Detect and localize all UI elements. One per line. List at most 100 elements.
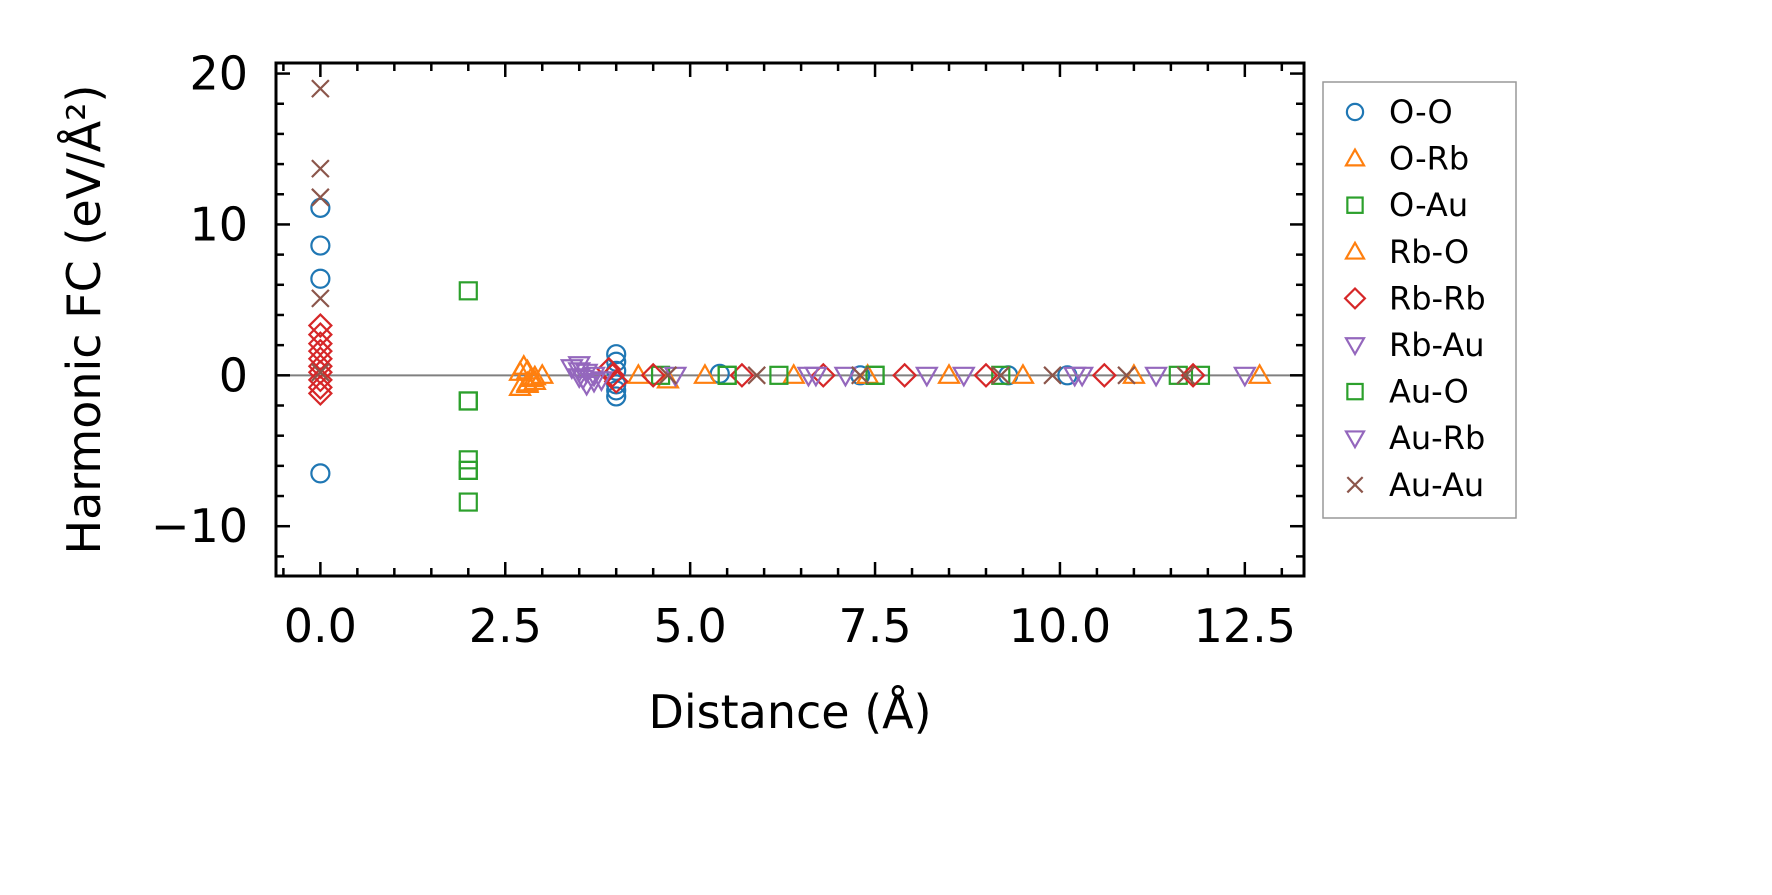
- data-point: [311, 363, 330, 382]
- data-point: [310, 235, 331, 256]
- data-point: [307, 312, 333, 339]
- data-point: [850, 366, 870, 385]
- data-point: [589, 371, 614, 393]
- data-point: [307, 367, 333, 393]
- legend-item: Rb-Rb: [1343, 279, 1486, 317]
- data-point: [803, 366, 828, 388]
- legend-label: Rb-Rb: [1389, 279, 1486, 317]
- data-point: [310, 268, 331, 289]
- legend-marker: [1345, 102, 1365, 122]
- legend-label: Au-Rb: [1389, 419, 1485, 457]
- data-point: [1043, 366, 1062, 385]
- data-point: [626, 363, 651, 384]
- tick-labels: 0.0 2.5 5.0 7.5 10.0 12.5 −10 0 10 20: [151, 47, 1296, 653]
- legend-marker: [1346, 476, 1364, 494]
- data-point: [307, 346, 333, 372]
- series-au-o: [458, 365, 885, 480]
- data-point: [567, 356, 592, 377]
- legend-item: Rb-O: [1344, 233, 1469, 271]
- data-point: [747, 366, 766, 385]
- series-rb-o: [508, 360, 555, 392]
- data-point: [1144, 366, 1168, 388]
- legend-marker: [1343, 286, 1367, 310]
- x-axis-label: Distance (Å): [648, 685, 931, 739]
- x-tick-label: 10.0: [1009, 599, 1111, 653]
- x-tick-label: 5.0: [654, 599, 727, 653]
- data-point: [892, 362, 918, 388]
- data-point: [973, 362, 999, 388]
- series-rb-rb: [307, 312, 1206, 406]
- y-tick-label: 10: [189, 197, 248, 251]
- data-points: [307, 79, 1272, 512]
- axis-ticks: [276, 63, 1304, 576]
- data-point: [1180, 362, 1206, 388]
- legend-item: Au-O: [1346, 373, 1469, 411]
- data-point: [781, 363, 806, 384]
- legend-item: O-O: [1345, 93, 1453, 131]
- data-point: [937, 363, 961, 384]
- data-point: [833, 366, 858, 388]
- data-point: [311, 289, 330, 308]
- data-point: [1190, 365, 1211, 385]
- legend-marker: [1344, 337, 1366, 357]
- data-point: [458, 450, 478, 470]
- legend-marker: [1344, 147, 1366, 167]
- legend-label: O-Au: [1389, 186, 1468, 224]
- data-point: [1117, 366, 1136, 385]
- data-point: [1247, 363, 1272, 384]
- data-point: [606, 344, 627, 365]
- data-point: [914, 366, 939, 388]
- legend-item: Au-Rb: [1344, 419, 1485, 457]
- data-point: [769, 365, 789, 385]
- data-point: [458, 492, 478, 512]
- x-tick-label: 2.5: [469, 599, 542, 653]
- data-point: [311, 188, 330, 207]
- x-tick-label: 12.5: [1194, 599, 1296, 653]
- legend: O-O O-Rb O-Au Rb-O Rb-Rb Rb-Au Au-O Au-Rb Au-Au: [1322, 81, 1517, 519]
- data-point: [311, 79, 330, 98]
- data-point: [1070, 366, 1095, 388]
- x-tick-label: 0.0: [284, 599, 357, 653]
- legend-label: Rb-Au: [1389, 326, 1485, 364]
- legend-item: O-Au: [1346, 186, 1468, 224]
- data-point: [1232, 366, 1257, 388]
- data-point: [596, 356, 622, 382]
- data-point: [1091, 362, 1117, 388]
- data-point: [508, 375, 532, 396]
- data-point: [717, 365, 737, 385]
- data-point: [693, 363, 717, 384]
- data-point: [658, 366, 678, 385]
- data-point: [307, 353, 333, 379]
- data-point: [991, 365, 1011, 385]
- legend-item: Au-Au: [1346, 466, 1484, 504]
- legend-item: Rb-Au: [1344, 326, 1485, 364]
- x-tick-label: 7.5: [838, 599, 911, 653]
- data-point: [307, 322, 333, 348]
- data-point: [991, 366, 1011, 385]
- legend-label: O-O: [1389, 93, 1453, 131]
- data-point: [458, 460, 478, 480]
- data-point: [640, 362, 666, 388]
- data-point: [951, 366, 976, 388]
- data-point: [458, 460, 478, 480]
- data-point: [458, 391, 478, 411]
- data-point: [311, 159, 330, 178]
- series-au-au: [311, 79, 1195, 385]
- data-point: [458, 281, 478, 301]
- series-o-au: [458, 281, 1211, 512]
- legend-item: O-Rb: [1344, 140, 1469, 178]
- series-o-o: [310, 197, 1078, 484]
- data-point: [307, 338, 333, 364]
- data-point: [310, 197, 331, 218]
- y-tick-label: 20: [189, 47, 248, 101]
- data-point: [582, 372, 606, 394]
- legend-marker: [1346, 196, 1364, 214]
- legend-label: O-Rb: [1389, 140, 1469, 178]
- data-point: [656, 367, 680, 389]
- legend-label: Au-Au: [1389, 466, 1484, 504]
- data-point: [307, 374, 333, 400]
- legend-marker: [1344, 240, 1366, 260]
- data-point: [865, 365, 885, 385]
- data-point: [606, 386, 627, 407]
